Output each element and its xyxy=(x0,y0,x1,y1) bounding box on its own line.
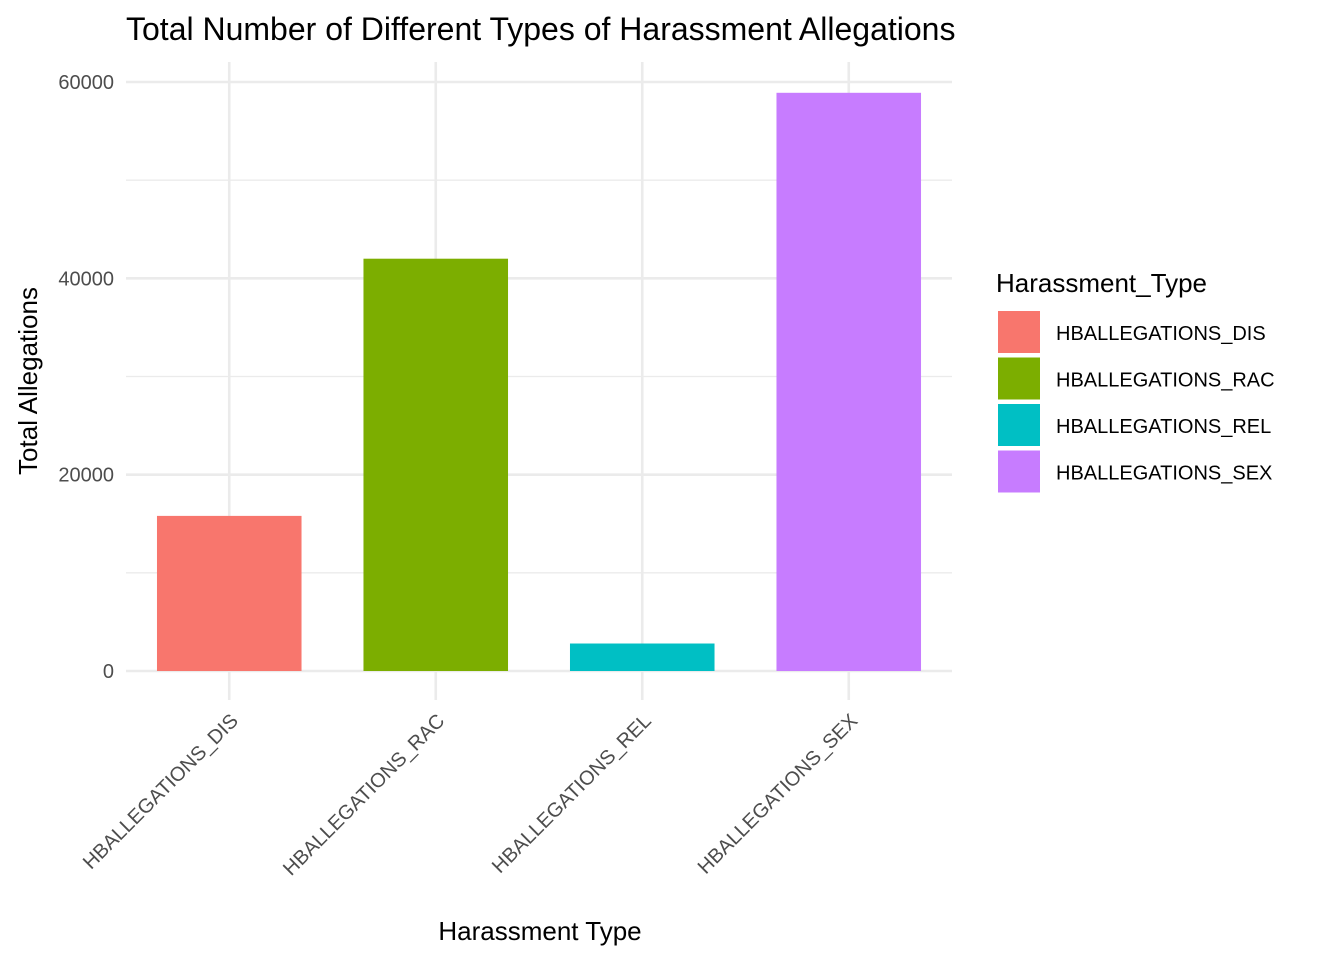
legend-title: Harassment_Type xyxy=(996,268,1207,298)
y-tick-label: 60000 xyxy=(58,72,114,94)
legend-key xyxy=(998,311,1040,353)
legend-key xyxy=(998,357,1040,400)
legend-items: HBALLEGATIONS_DIS HBALLEGATIONS_RAC HBALLE… xyxy=(998,311,1275,493)
bar-hballegations-rel xyxy=(569,643,715,671)
bar-hballegations-rac xyxy=(363,258,509,671)
y-axis-ticks: 0 20000 40000 60000 xyxy=(58,72,114,683)
y-axis-title: Total Allegations xyxy=(13,287,43,475)
y-tick-label: 20000 xyxy=(58,465,114,487)
x-axis-title: Harassment Type xyxy=(438,916,641,946)
legend-label: HBALLEGATIONS_SEX xyxy=(1056,463,1272,485)
chart-title: Total Number of Different Types of Haras… xyxy=(126,11,955,47)
y-tick-label: 40000 xyxy=(58,268,114,290)
bar-hballegations-dis xyxy=(156,515,302,671)
legend-label: HBALLEGATIONS_DIS xyxy=(1056,323,1266,345)
legend-label: HBALLEGATIONS_REL xyxy=(1056,416,1271,438)
y-tick-label: 0 xyxy=(103,661,114,683)
legend-key xyxy=(998,450,1040,493)
bars xyxy=(156,92,922,671)
legend: Harassment_Type HBALLEGATIONS_DISHBALLEG… xyxy=(996,268,1275,493)
legend-key xyxy=(998,404,1040,446)
legend-label: HBALLEGATIONS_RAC xyxy=(1056,370,1275,392)
bar-hballegations-sex xyxy=(776,92,922,671)
